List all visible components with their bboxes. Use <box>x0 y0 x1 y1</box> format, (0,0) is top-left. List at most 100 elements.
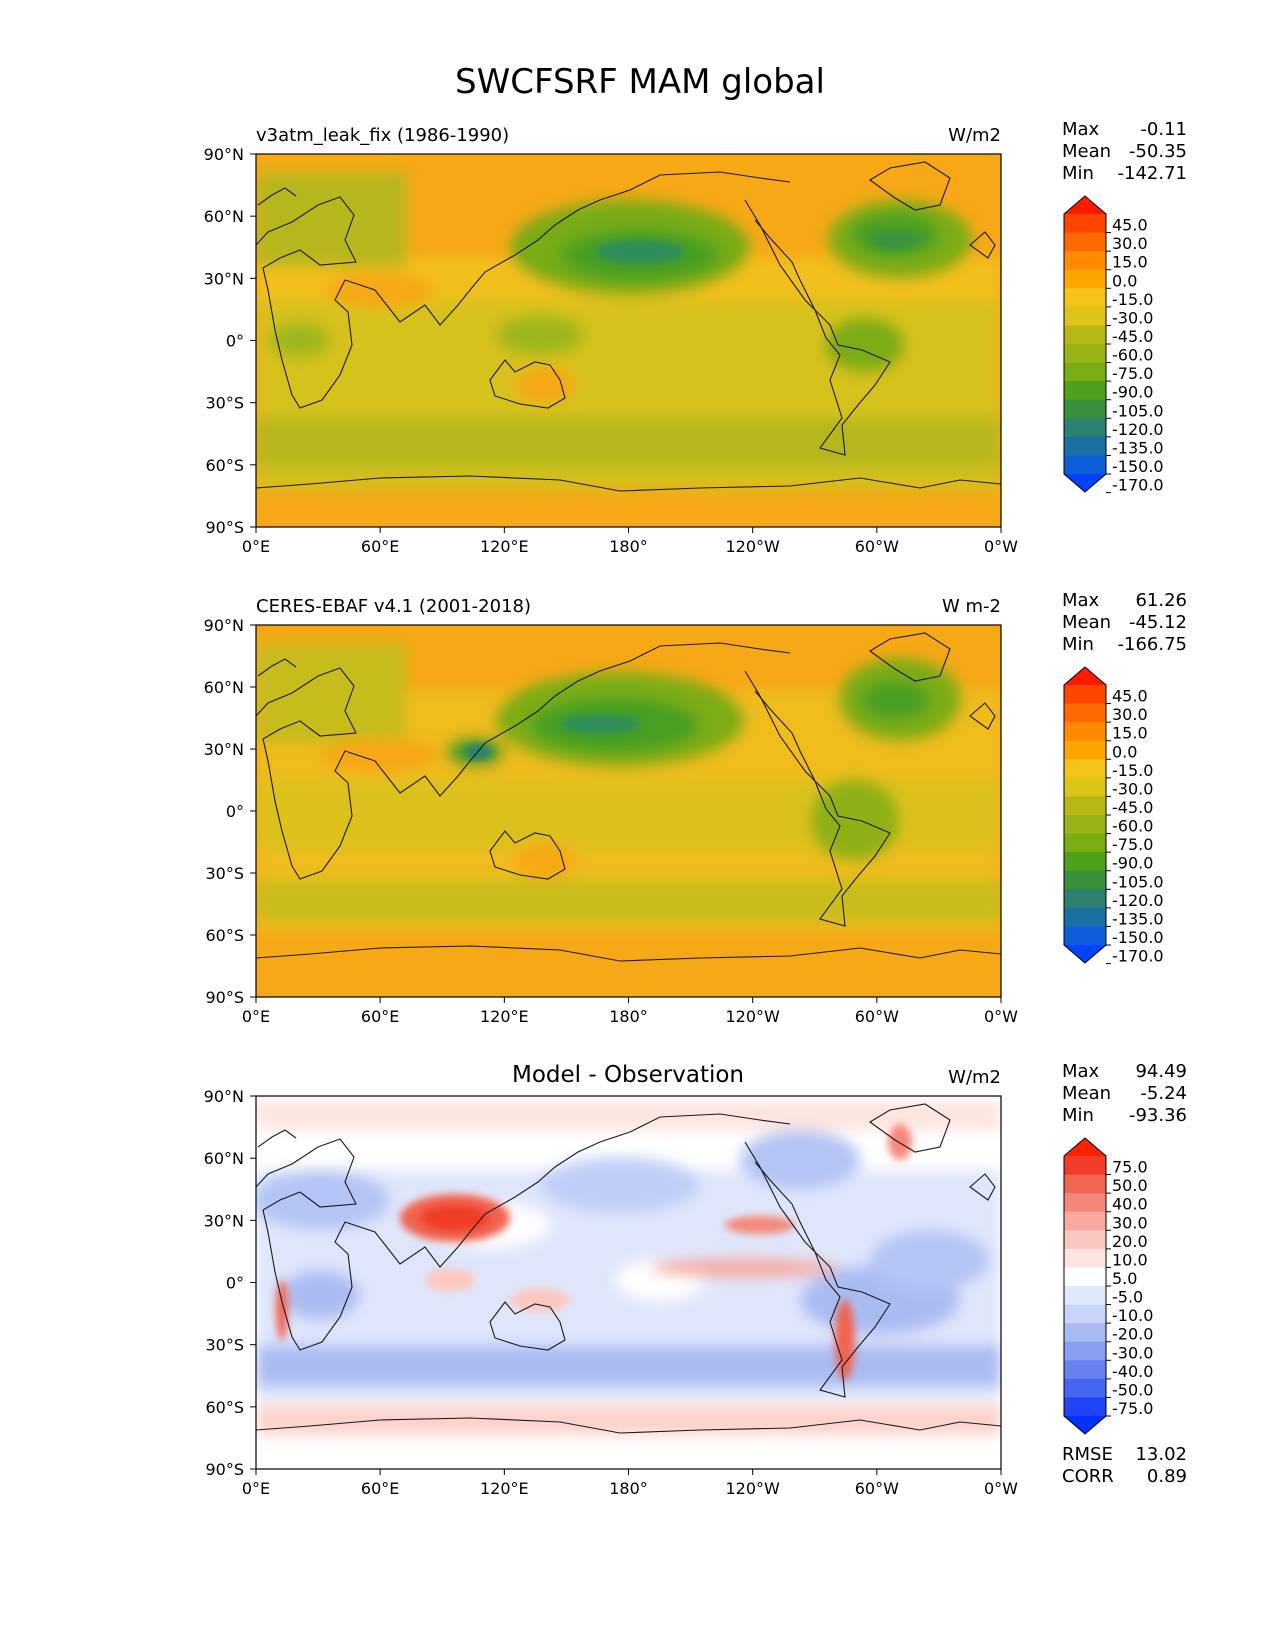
lon-tick-label: 180° <box>609 1007 648 1026</box>
stats-obs: Max 61.26 Mean -45.12 Min -166.75 <box>1062 590 1187 655</box>
stat-mean-label: Mean <box>1062 141 1111 162</box>
coastlines-diff <box>256 1103 1001 1434</box>
stat-mean-label: Mean <box>1062 612 1111 633</box>
colorbar-tick-label: 40.0 <box>1112 1195 1148 1214</box>
colorbar-tick-label: -5.0 <box>1112 1288 1143 1307</box>
stat-min-label: Min <box>1062 163 1094 184</box>
colorbar-tick-label: -30.0 <box>1112 308 1153 327</box>
colorbar-segment <box>1064 344 1106 364</box>
colorbar-segment <box>1064 1267 1106 1287</box>
colorbar-tick-label: -170.0 <box>1112 947 1164 966</box>
colorbar-tick-label: -50.0 <box>1112 1380 1153 1399</box>
colorbar-segment <box>1064 418 1106 438</box>
colorbar-tick-label: -60.0 <box>1112 346 1153 365</box>
lat-tick-label: 30°S <box>205 1336 244 1355</box>
lon-tick-label: 60°E <box>361 1479 399 1498</box>
lon-tick-label: 120°E <box>480 537 529 556</box>
colorbar-segment <box>1064 852 1106 872</box>
coastlines-obs <box>256 632 1001 962</box>
colorbar-tick-label: -105.0 <box>1112 872 1164 891</box>
lat-tick-label: 60°N <box>204 678 244 697</box>
lat-tick-label: 30°N <box>204 1211 244 1230</box>
lat-tick-label: 90°N <box>204 145 244 164</box>
colorbar-tick-label: -135.0 <box>1112 438 1164 457</box>
colorbar-tick-label: -60.0 <box>1112 817 1153 836</box>
colorbar-tick-label: -30.0 <box>1112 1343 1153 1362</box>
colorbar-tick-label: 75.0 <box>1112 1158 1148 1177</box>
colorbar-tick-label: 30.0 <box>1112 705 1148 724</box>
lon-tick-label: 0°E <box>242 1479 270 1498</box>
colorbar-segment <box>1064 269 1106 289</box>
colorbar-tick-label: -45.0 <box>1112 798 1153 817</box>
colorbar-tick-label: -120.0 <box>1112 891 1164 910</box>
colorbar-segment <box>1064 1341 1106 1361</box>
colorbar-tick-label: -90.0 <box>1112 383 1153 402</box>
colorbar-segment <box>1064 232 1106 252</box>
colorbar-tick-label: 30.0 <box>1112 1213 1148 1232</box>
colorbar-tick-label: 15.0 <box>1112 253 1148 272</box>
lon-tick-label: 180° <box>609 1479 648 1498</box>
lat-tick-label: 0° <box>226 1274 244 1293</box>
colorbar-extend-top <box>1064 196 1106 214</box>
colorbar-segment <box>1064 1174 1106 1194</box>
colorbar-segment <box>1064 1193 1106 1213</box>
colorbar-tick-label: -170.0 <box>1112 476 1164 495</box>
colorbar-tick-label: -90.0 <box>1112 854 1153 873</box>
colorbar-tick-label: -30.0 <box>1112 779 1153 798</box>
lat-tick-label: 60°S <box>205 1398 244 1417</box>
panel-units: W/m2 <box>948 125 1001 146</box>
colorbar-tick-label: -10.0 <box>1112 1306 1153 1325</box>
stat-max-label: Max <box>1062 119 1100 140</box>
colorbar-tick-label: -150.0 <box>1112 457 1164 476</box>
colorbar-segment <box>1064 1397 1106 1417</box>
colorbar-segment <box>1064 214 1106 234</box>
lon-tick-label: 180° <box>609 537 648 556</box>
colorbar-tick-label: -15.0 <box>1112 290 1153 309</box>
lat-tick-label: 90°S <box>205 988 244 1007</box>
colorbar-segment <box>1064 796 1106 816</box>
lat-tick-label: 30°N <box>204 269 244 288</box>
colorbar-segment <box>1064 436 1106 457</box>
lat-tick-label: 60°N <box>204 1149 244 1168</box>
colorbar-tick-label: -40.0 <box>1112 1362 1153 1381</box>
stat-min-value: -93.36 <box>1129 1105 1187 1126</box>
lat-tick-label: 60°S <box>205 456 244 475</box>
map-field-diff <box>256 1096 1001 1469</box>
colorbar-diff: 75.050.040.030.020.010.05.0-5.0-10.0-20.… <box>1063 1137 1153 1435</box>
colorbar-segment <box>1064 1230 1106 1250</box>
colorbar-segment <box>1064 907 1106 928</box>
colorbar-tick-label: 20.0 <box>1112 1232 1148 1251</box>
stat-corr-value: 0.89 <box>1147 1466 1187 1487</box>
lat-tick-label: 60°N <box>204 207 244 226</box>
colorbar-segment <box>1064 251 1106 271</box>
colorbar-tick-label: -45.0 <box>1112 327 1153 346</box>
colorbar-tick-label: 45.0 <box>1112 216 1148 235</box>
stat-mean-value: -5.24 <box>1140 1083 1187 1104</box>
colorbar-segment <box>1064 1360 1106 1380</box>
colorbar-tick-label: 45.0 <box>1112 687 1148 706</box>
lat-tick-label: 0° <box>226 332 244 351</box>
stats-model: Max -0.11 Mean -50.35 Min -142.71 <box>1062 119 1187 184</box>
colorbar-tick-label: 0.0 <box>1112 742 1137 761</box>
stat-min-label: Min <box>1062 1105 1094 1126</box>
panel-units: W m-2 <box>942 596 1001 617</box>
lat-tick-label: 0° <box>226 802 244 821</box>
stat-mean-label: Mean <box>1062 1083 1111 1104</box>
map-field-model <box>256 154 1001 527</box>
colorbar-tick-label: -15.0 <box>1112 761 1153 780</box>
colorbar-tick-label: -75.0 <box>1112 364 1153 383</box>
colorbar-segment <box>1064 870 1106 890</box>
colorbar-obs: 45.030.015.00.0-15.0-30.0-45.0-60.0-75.0… <box>1063 666 1164 966</box>
colorbar-tick-label: 30.0 <box>1112 234 1148 253</box>
map-field-obs <box>256 625 1001 997</box>
stat-min-label: Min <box>1062 634 1094 655</box>
colorbar-segment <box>1064 685 1106 705</box>
colorbar-segment <box>1064 722 1106 742</box>
lon-tick-label: 0°W <box>984 1007 1018 1026</box>
lon-tick-label: 120°W <box>725 537 780 556</box>
stats-diff: Max 94.49 Mean -5.24 Min -93.36 RMSE 13.… <box>1062 1061 1187 1487</box>
stat-max-value: 94.49 <box>1135 1061 1187 1082</box>
stat-rmse-label: RMSE <box>1062 1444 1113 1465</box>
colorbar-segment <box>1064 833 1106 853</box>
